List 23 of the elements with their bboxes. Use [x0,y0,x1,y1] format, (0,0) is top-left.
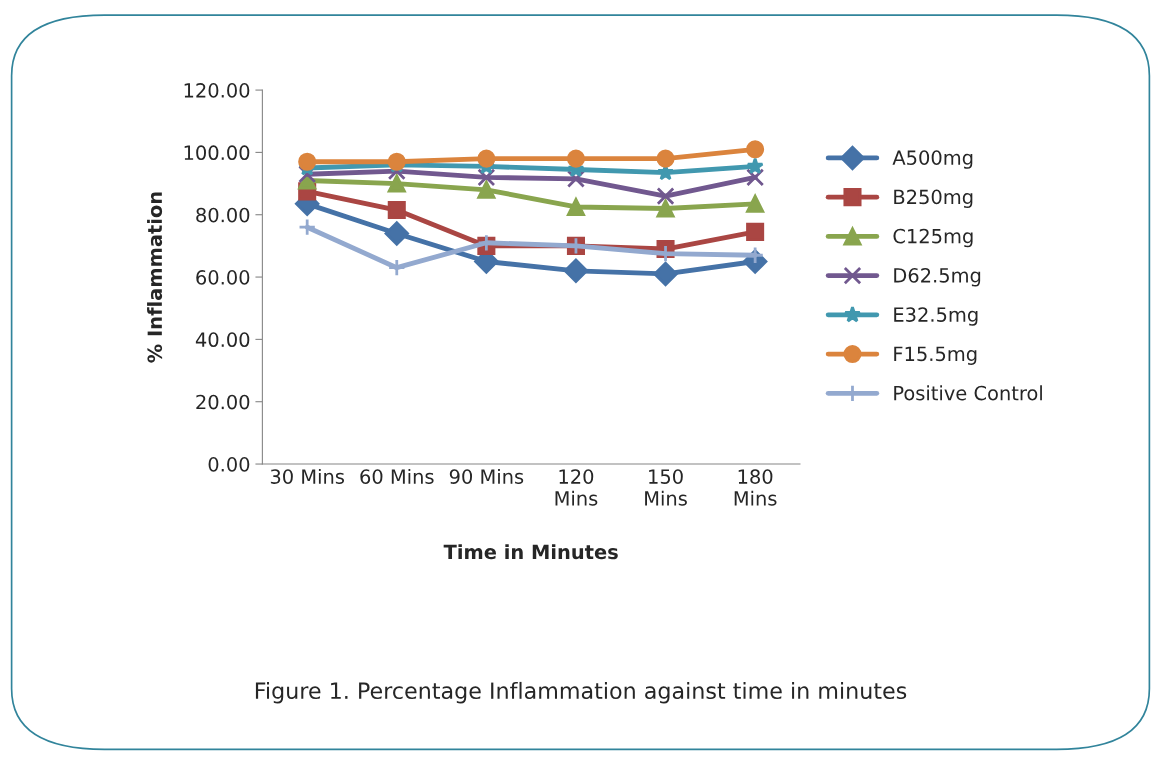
x-tick-label: 120 Mins [555,469,598,506]
y-tick-label: 40.00 [195,332,250,348]
y-tick-label: 60.00 [196,270,250,285]
legend-label: B250mg [894,189,973,208]
y-tick-label: 120.00 [184,83,250,98]
x-tick-label: 150 Mins [645,469,687,506]
x-tick-label: 180 Mins [734,469,777,506]
y-tick-label: 0.00 [208,457,250,472]
legend-label: D62.5mg [894,268,981,287]
y-tick-label: 80.00 [196,207,250,223]
x-tick-label: 60 Mins [360,468,434,484]
y-tick-label: 20.00 [196,394,250,410]
legend-label: F15.5mg [894,346,977,365]
y-axis-title: % Inflammation [147,192,163,363]
legend-label: C125mg [893,228,973,248]
legend-label: Positive Control [894,385,1042,401]
legend-label: E32.5mg [894,307,978,326]
y-tick-label: 100.00 [184,145,250,161]
x-tick-label: 90 Mins [449,468,524,484]
x-axis-title: Time in Minutes [443,544,618,560]
caption: Figure 1. Percentage Inflammation against time in minutes [255,681,907,704]
x-tick-label: 30 Mins [270,468,345,484]
legend-label: A500mg [892,150,973,169]
